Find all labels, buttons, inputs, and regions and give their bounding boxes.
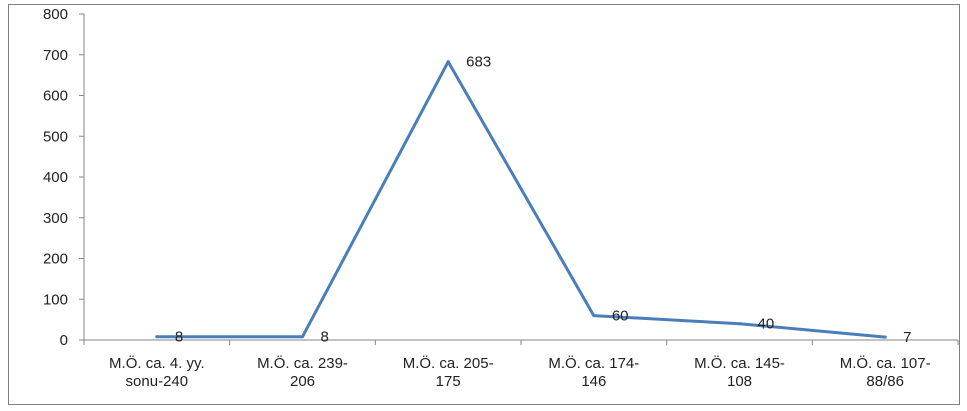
x-tick-label: M.Ö. ca. 205-: [403, 354, 494, 372]
x-axis: M.Ö. ca. 4. yy.sonu-240 M.Ö. ca. 239-206 M…: [83, 339, 959, 390]
y-tick-label: 800: [43, 6, 68, 23]
data-point: [738, 322, 741, 326]
x-tick-label: sonu-240: [126, 373, 189, 390]
y-tick-label: 400: [43, 169, 68, 186]
y-axis: 0 100 200 300 400 500 600 700 800: [43, 6, 85, 349]
y-tick-label: 500: [43, 128, 68, 145]
x-tick-label: M.Ö. ca. 145-: [694, 354, 785, 372]
x-tick-label: 206: [290, 373, 315, 390]
data-point: [301, 335, 304, 339]
y-tick-label: 600: [43, 88, 68, 105]
data-label: 8: [175, 329, 183, 346]
data-label-group: 8 8 683 60 40 7: [175, 54, 912, 346]
series-line-group: [155, 60, 887, 339]
data-label: 7: [903, 329, 911, 346]
data-label: 683: [466, 54, 491, 71]
data-point: [883, 335, 887, 339]
x-tick-label: 88/86: [866, 373, 904, 390]
x-tick-label: M.Ö. ca. 4. yy.: [109, 354, 205, 372]
y-tick-label: 300: [43, 210, 68, 227]
y-tick-label: 700: [43, 47, 68, 64]
y-tick-label: 0: [60, 332, 68, 349]
x-tick-label: 175: [436, 373, 461, 390]
series-line: [155, 60, 887, 339]
data-point: [592, 314, 596, 318]
data-label: 40: [758, 316, 775, 333]
x-tick-label: M.Ö. ca. 174-: [548, 354, 639, 372]
x-tick-label: 146: [581, 373, 606, 390]
y-tick-label: 100: [43, 291, 68, 308]
x-tick-label: M.Ö. ca. 107-: [840, 354, 931, 372]
data-label: 60: [612, 308, 629, 325]
y-tick-label: 200: [43, 251, 68, 268]
data-point: [446, 60, 450, 64]
x-tick-label: 108: [727, 373, 752, 390]
data-label: 8: [321, 329, 329, 346]
data-point: [155, 335, 159, 339]
x-tick-label: M.Ö. ca. 239-: [257, 354, 348, 372]
